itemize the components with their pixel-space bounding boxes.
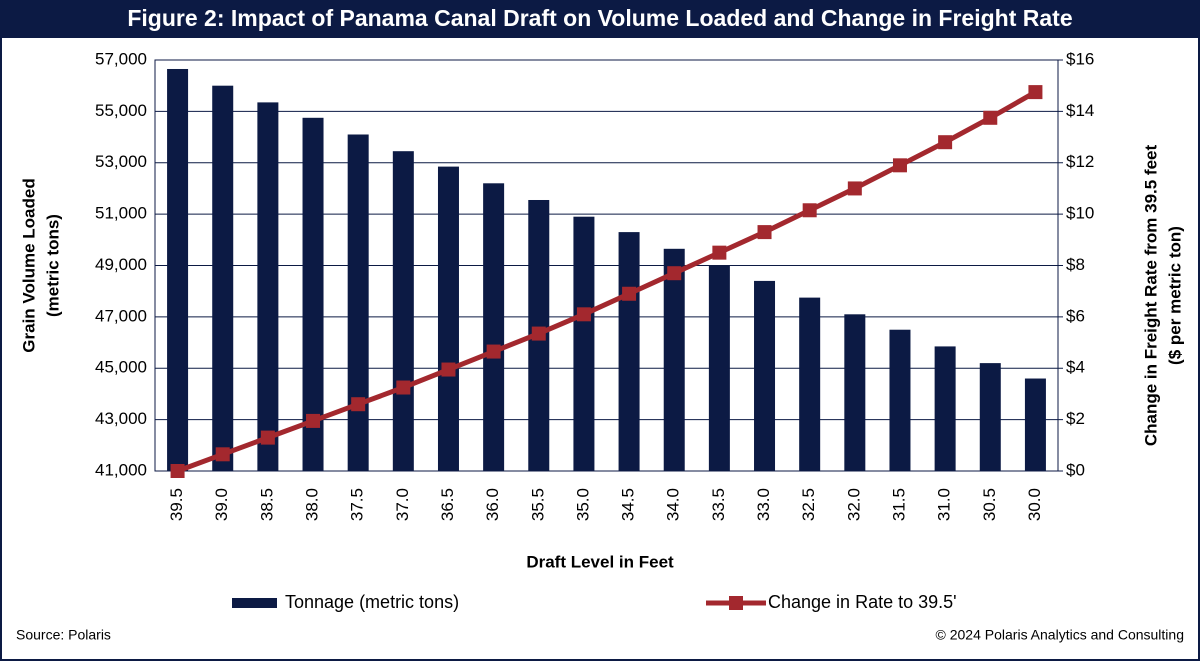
legend-label: Tonnage (metric tons) (285, 592, 459, 612)
copyright: © 2024 Polaris Analytics and Consulting (936, 627, 1184, 643)
bar (708, 265, 730, 471)
x-tick-label: 37.5 (348, 488, 367, 521)
x-tick-label: 36.5 (438, 488, 457, 521)
line-marker (170, 464, 185, 478)
x-axis-title: Draft Level in Feet (526, 552, 674, 571)
y-axis-title: Grain Volume Loaded (19, 178, 38, 352)
line-marker (622, 286, 637, 301)
y2-tick-label: $8 (1066, 255, 1085, 274)
x-tick-label: 30.0 (1025, 488, 1044, 521)
x-tick-label: 31.0 (935, 488, 954, 521)
y-tick-label: 49,000 (95, 255, 147, 274)
line-marker (441, 362, 456, 377)
line (176, 89, 1037, 474)
legend-swatch (232, 598, 277, 608)
bar (889, 329, 911, 471)
line-marker (938, 135, 953, 150)
line-marker (531, 326, 546, 341)
bar (302, 117, 324, 471)
y2-axis-title: Change in Freight Rate from 39.5 feet (1141, 144, 1160, 446)
line-marker (712, 245, 727, 260)
bar (257, 102, 279, 472)
line-marker (667, 266, 682, 281)
line-marker (306, 413, 321, 428)
x-tick-label: 39.0 (212, 488, 231, 521)
bar (573, 216, 595, 471)
y2-tick-label: $16 (1066, 49, 1094, 68)
bar (754, 280, 776, 471)
y-axis-title: (metric tons) (43, 214, 62, 317)
line-marker (396, 380, 411, 395)
x-tick-label: 37.0 (393, 488, 412, 521)
bar (663, 248, 685, 471)
bar (392, 151, 414, 472)
y-tick-label: 43,000 (95, 409, 147, 428)
bar (618, 232, 640, 471)
x-tick-label: 34.5 (619, 488, 638, 521)
x-tick-label: 39.5 (167, 488, 186, 521)
y2-tick-label: $2 (1066, 409, 1085, 428)
x-tick-label: 30.5 (980, 488, 999, 521)
y2-tick-label: $10 (1066, 204, 1094, 223)
line-marker (802, 203, 817, 218)
y-tick-label: 41,000 (95, 460, 147, 479)
line-marker (847, 181, 862, 196)
line-marker (757, 225, 772, 240)
bar (844, 314, 866, 471)
bar (1024, 378, 1046, 471)
line-marker (260, 430, 275, 445)
x-tick-label: 38.0 (303, 488, 322, 521)
legend-swatch (729, 596, 743, 610)
x-tick-label: 35.5 (528, 488, 547, 521)
y-tick-label: 47,000 (95, 306, 147, 325)
x-tick-label: 33.5 (709, 488, 728, 521)
y-tick-label: 45,000 (95, 358, 147, 377)
bar (212, 85, 234, 471)
y-tick-label: 57,000 (95, 49, 147, 68)
y-tick-label: 55,000 (95, 101, 147, 120)
line-marker (892, 158, 907, 173)
bar (167, 68, 189, 471)
line-marker (486, 344, 501, 359)
y2-axis-title: ($ per metric ton) (1165, 226, 1184, 365)
line-marker (576, 307, 591, 322)
line-marker (1028, 85, 1043, 100)
y2-tick-label: $6 (1066, 306, 1085, 325)
title-bar (0, 0, 1200, 38)
chart-title: Figure 2: Impact of Panama Canal Draft o… (127, 5, 1072, 31)
y2-tick-label: $0 (1066, 460, 1085, 479)
bar (437, 166, 459, 471)
y-tick-label: 51,000 (95, 204, 147, 223)
x-tick-label: 34.0 (664, 488, 683, 521)
plot-border (154, 59, 1059, 472)
bar (934, 346, 956, 471)
bar (483, 183, 505, 472)
y-tick-label: 53,000 (95, 152, 147, 171)
x-tick-label: 33.0 (754, 488, 773, 521)
y2-tick-label: $14 (1066, 101, 1094, 120)
bar (347, 134, 369, 471)
bar (799, 297, 821, 471)
y2-tick-label: $4 (1066, 358, 1085, 377)
bar (979, 363, 1001, 471)
line-marker (351, 397, 366, 412)
y2-tick-label: $12 (1066, 152, 1094, 171)
x-tick-label: 35.0 (573, 488, 592, 521)
x-tick-label: 38.5 (257, 488, 276, 521)
source: Source: Polaris (16, 627, 111, 643)
line-marker (983, 110, 998, 125)
x-tick-label: 32.0 (844, 488, 863, 521)
x-tick-label: 36.0 (483, 488, 502, 521)
x-tick-label: 32.5 (799, 488, 818, 521)
x-tick-label: 31.5 (889, 488, 908, 521)
line-marker (215, 447, 230, 462)
legend-label: Change in Rate to 39.5' (768, 592, 957, 612)
